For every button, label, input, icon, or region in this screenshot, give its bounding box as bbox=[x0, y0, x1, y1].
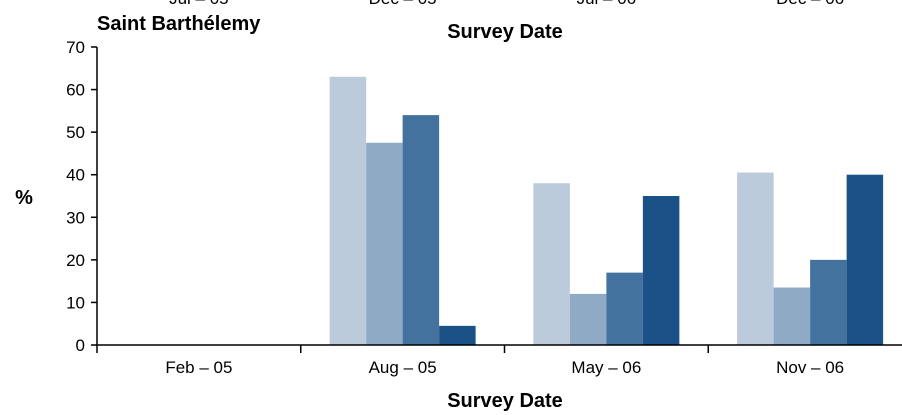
bar bbox=[569, 293, 607, 345]
top-cut-label: Jul – 06 bbox=[577, 0, 637, 8]
x-axis-ticks: Feb – 05 Aug – 05 May – 06 Nov – 06 bbox=[96, 345, 844, 377]
top-cut-label: Dec – 06 bbox=[776, 0, 844, 8]
x-tick-label: Aug – 05 bbox=[369, 358, 437, 377]
bar bbox=[366, 142, 403, 345]
bar bbox=[773, 287, 811, 345]
y-tick-label: 10 bbox=[66, 293, 85, 312]
top-cut-label: Dec – 05 bbox=[369, 0, 437, 8]
bar bbox=[329, 76, 367, 346]
bar bbox=[642, 196, 680, 345]
panel-title: Saint Barthélemy bbox=[97, 13, 261, 35]
y-tick-label: 40 bbox=[66, 166, 85, 185]
x-axis-label: Survey Date bbox=[447, 390, 563, 412]
bar bbox=[402, 115, 440, 345]
y-tick-label: 70 bbox=[66, 38, 85, 57]
y-axis-label: % bbox=[15, 187, 33, 209]
bars bbox=[329, 76, 884, 346]
y-tick-label: 20 bbox=[66, 251, 85, 270]
bar bbox=[533, 183, 570, 345]
bar bbox=[737, 172, 774, 345]
bar bbox=[439, 325, 476, 345]
y-tick-label: 30 bbox=[66, 208, 85, 227]
top-cut-label: Jul – 05 bbox=[169, 0, 229, 8]
chart-title: Survey Date bbox=[447, 21, 563, 43]
bar bbox=[810, 259, 847, 345]
y-axis-ticks: 0 10 20 30 40 50 60 70 bbox=[66, 38, 97, 355]
x-tick-label: Feb – 05 bbox=[165, 358, 232, 377]
bar bbox=[606, 272, 643, 345]
x-tick-label: Nov – 06 bbox=[776, 358, 844, 377]
y-tick-label: 50 bbox=[66, 123, 85, 142]
bar bbox=[846, 174, 884, 345]
top-cut-labels: Jul – 05 Dec – 05 Jul – 06 Dec – 06 bbox=[169, 0, 844, 8]
y-tick-label: 0 bbox=[76, 336, 85, 355]
x-tick-label: May – 06 bbox=[571, 358, 641, 377]
y-tick-label: 60 bbox=[66, 81, 85, 100]
